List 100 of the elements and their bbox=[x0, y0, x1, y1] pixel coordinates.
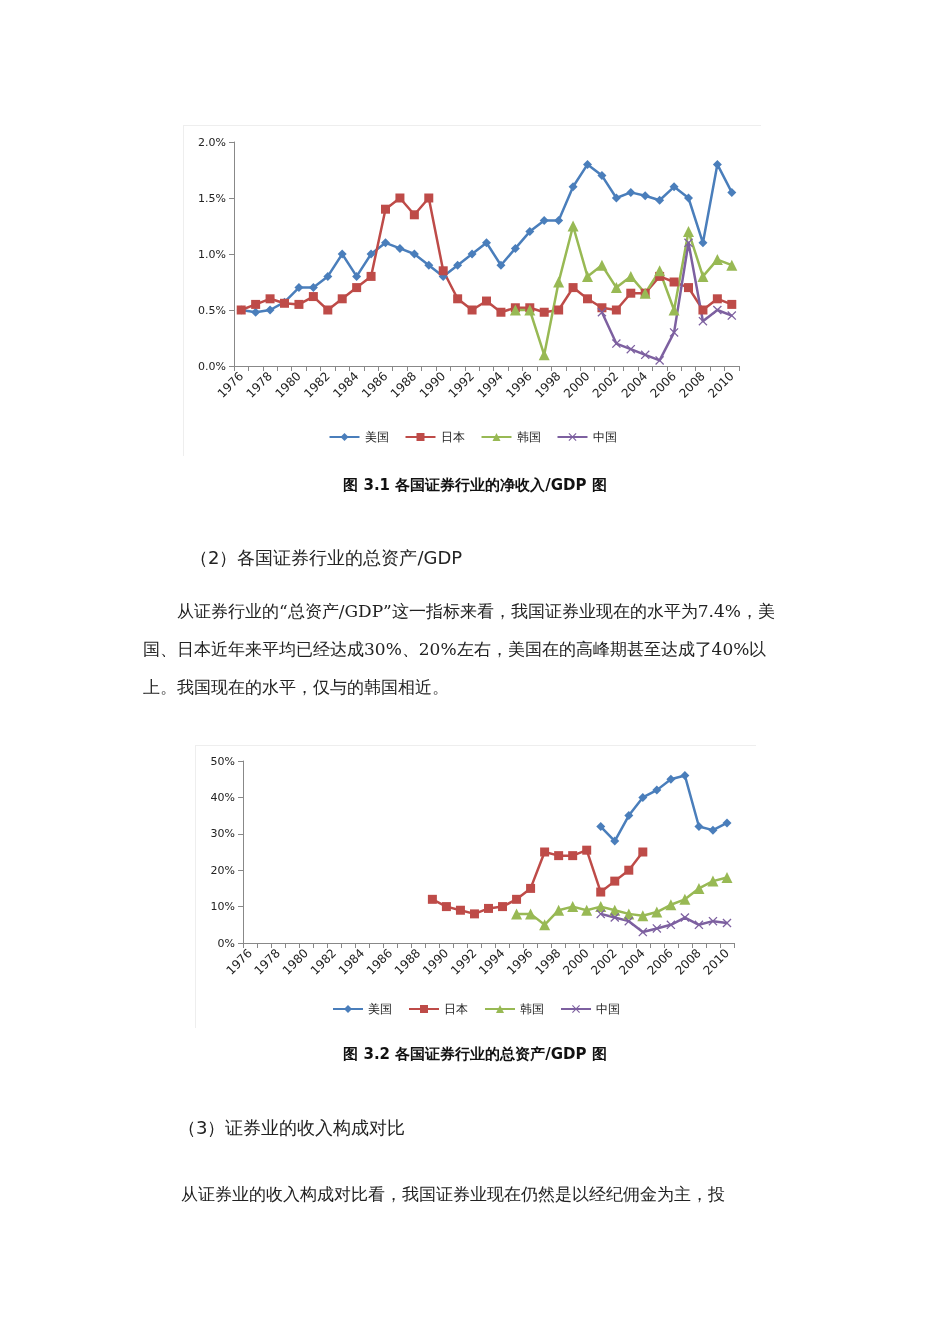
point bbox=[337, 294, 347, 304]
point bbox=[669, 182, 679, 192]
point bbox=[638, 927, 648, 937]
text: （3）证券业的收入构成对比 bbox=[178, 1116, 406, 1140]
point bbox=[525, 227, 535, 237]
point bbox=[597, 307, 607, 317]
point bbox=[652, 923, 662, 933]
point bbox=[596, 887, 606, 897]
point bbox=[638, 847, 648, 857]
point bbox=[583, 294, 592, 304]
point bbox=[698, 316, 708, 326]
point bbox=[683, 226, 694, 238]
point bbox=[366, 249, 376, 259]
point bbox=[323, 305, 333, 315]
point bbox=[655, 195, 665, 205]
point bbox=[624, 865, 634, 875]
point bbox=[554, 215, 564, 225]
point bbox=[308, 283, 318, 293]
point bbox=[697, 270, 709, 282]
point bbox=[654, 265, 666, 277]
point bbox=[438, 266, 448, 276]
point bbox=[427, 894, 437, 904]
point bbox=[496, 260, 506, 270]
point bbox=[484, 903, 493, 913]
text: （2）各国证券行业的总资产/GDP bbox=[190, 546, 463, 570]
point bbox=[708, 825, 718, 835]
point bbox=[712, 159, 722, 169]
point bbox=[698, 238, 708, 248]
text: 从证券行业的“总资产/GDP”这一指标来看，我国证券业现在的水平为7.4%，美国、日本近年来平均已经达成30%、20%左右，美国在的高峰期甚至达成了40%以上。我国现在的水平，仅与的韩国相近。 bbox=[143, 600, 776, 699]
y-tick-label: 0.5% bbox=[198, 303, 226, 317]
point bbox=[596, 909, 606, 919]
point bbox=[539, 919, 551, 931]
point bbox=[337, 249, 347, 259]
point bbox=[610, 282, 622, 294]
point bbox=[467, 305, 477, 315]
point bbox=[727, 311, 737, 321]
point bbox=[707, 875, 719, 887]
point bbox=[652, 785, 662, 795]
point bbox=[611, 305, 621, 315]
y-tick-label: 10% bbox=[210, 900, 235, 914]
point bbox=[409, 249, 419, 259]
point bbox=[680, 913, 690, 923]
point bbox=[581, 904, 593, 916]
point bbox=[665, 899, 677, 911]
point bbox=[727, 187, 737, 197]
point bbox=[352, 271, 362, 281]
point bbox=[610, 913, 620, 923]
text: 图 3.2 各国证券行业的总资产/GDP 图 bbox=[342, 1045, 608, 1064]
point bbox=[424, 193, 434, 203]
text: 从证券业的收入构成对比看，我国证券业现在仍然是以经纪佣金为主，投 bbox=[181, 1183, 726, 1206]
point bbox=[251, 307, 261, 317]
point bbox=[721, 871, 733, 883]
y-tick-label: 20% bbox=[210, 863, 235, 877]
point bbox=[265, 294, 275, 304]
point bbox=[265, 305, 275, 315]
point bbox=[251, 299, 261, 309]
y-tick-label: 1.0% bbox=[198, 247, 226, 261]
point bbox=[554, 851, 564, 861]
point bbox=[669, 327, 679, 337]
point bbox=[698, 305, 708, 315]
point bbox=[496, 307, 506, 317]
point bbox=[294, 299, 304, 309]
point bbox=[610, 836, 620, 846]
point bbox=[553, 276, 565, 288]
point bbox=[684, 283, 693, 293]
point bbox=[553, 904, 565, 916]
point bbox=[455, 905, 465, 915]
point bbox=[597, 171, 607, 181]
legend-label: 中国 bbox=[596, 1002, 620, 1016]
point bbox=[395, 243, 405, 253]
point bbox=[637, 910, 649, 922]
point bbox=[666, 774, 676, 784]
point bbox=[510, 243, 520, 253]
point bbox=[539, 307, 549, 317]
y-tick-label: 50% bbox=[210, 754, 235, 768]
point bbox=[694, 822, 704, 832]
point bbox=[469, 909, 479, 919]
point bbox=[424, 260, 434, 270]
legend-label: 美国 bbox=[368, 1002, 392, 1016]
point bbox=[684, 193, 693, 203]
point bbox=[568, 283, 578, 293]
point bbox=[366, 271, 376, 281]
point bbox=[511, 908, 523, 920]
point bbox=[453, 294, 463, 304]
point bbox=[308, 292, 318, 302]
y-tick-label: 2.0% bbox=[198, 135, 226, 149]
point bbox=[540, 847, 550, 857]
point bbox=[482, 238, 491, 248]
point bbox=[640, 191, 650, 201]
point bbox=[567, 901, 579, 913]
point bbox=[712, 294, 722, 304]
point bbox=[352, 283, 362, 293]
point bbox=[567, 220, 579, 232]
point bbox=[596, 822, 606, 832]
point bbox=[722, 818, 732, 828]
point bbox=[651, 906, 663, 918]
point bbox=[294, 283, 304, 293]
point bbox=[467, 249, 477, 259]
point bbox=[539, 215, 549, 225]
point bbox=[679, 893, 691, 905]
